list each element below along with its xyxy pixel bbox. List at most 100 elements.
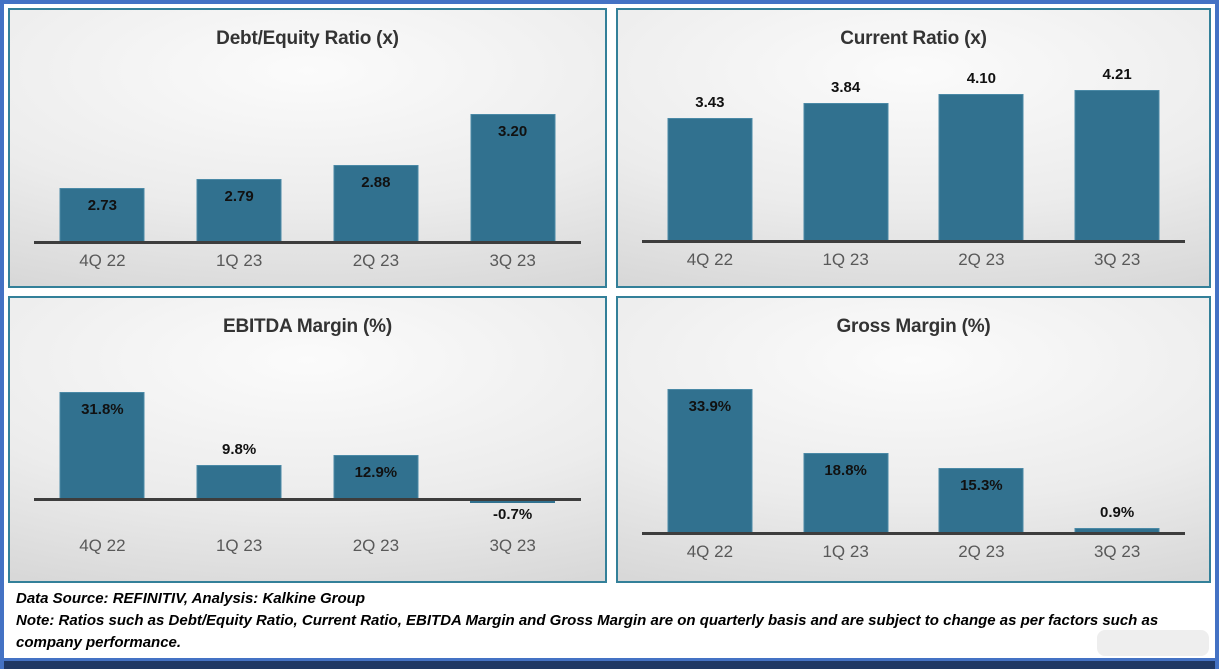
below-axis-area bbox=[642, 243, 1185, 247]
category-label: 1Q 23 bbox=[822, 250, 869, 269]
bar bbox=[938, 94, 1024, 240]
below-axis-cell bbox=[308, 244, 445, 248]
plot-area: 2.73 2.79 2.88 3.20 bbox=[34, 66, 581, 241]
bar bbox=[667, 118, 753, 240]
screenshot-artifact bbox=[1097, 630, 1209, 656]
bar bbox=[1074, 90, 1160, 240]
bar-slot: 4.21 bbox=[1049, 65, 1185, 240]
category-label: 2Q 23 bbox=[958, 250, 1005, 269]
below-axis-cell: -0.7% bbox=[444, 501, 581, 533]
below-axis-cell bbox=[34, 501, 171, 533]
value-label: 15.3% bbox=[960, 477, 1003, 494]
chart-panel-ebitda-margin: EBITDA Margin (%) 31.8% 9.8% 12.9% -0.7% 4… bbox=[8, 296, 607, 583]
bar-slot: 31.8% bbox=[34, 338, 171, 498]
category-label: 3Q 23 bbox=[489, 251, 536, 270]
value-label: 4.10 bbox=[966, 70, 996, 87]
bar-slot: 15.3% bbox=[914, 372, 1050, 532]
below-axis-cell bbox=[642, 243, 778, 247]
bar bbox=[333, 165, 419, 241]
bar bbox=[470, 114, 556, 241]
below-axis-area bbox=[34, 244, 581, 248]
bar bbox=[803, 103, 889, 240]
category-label: 3Q 23 bbox=[1093, 542, 1141, 561]
bar-slot: 0.9% bbox=[1049, 372, 1185, 532]
value-label: 9.8% bbox=[222, 441, 257, 458]
category-label: 1Q 23 bbox=[822, 542, 869, 561]
below-axis-cell bbox=[1049, 535, 1185, 539]
category-label: 4Q 22 bbox=[686, 542, 734, 561]
chart-title: EBITDA Margin (%) bbox=[222, 316, 392, 337]
charts-grid: Debt/Equity Ratio (x) 2.73 2.79 2.88 3.20 4… bbox=[4, 4, 1215, 583]
bar-slot: 12.9% bbox=[308, 338, 445, 498]
bar bbox=[196, 465, 282, 498]
bottom-accent-bar bbox=[4, 658, 1215, 669]
value-label: 0.9% bbox=[1100, 504, 1135, 521]
value-label: 2.79 bbox=[224, 188, 254, 205]
bar bbox=[667, 389, 753, 532]
chart-title: Current Ratio (x) bbox=[840, 28, 987, 49]
bar bbox=[59, 188, 145, 241]
below-axis-cell bbox=[778, 243, 914, 247]
category-label: 4Q 22 bbox=[79, 536, 126, 555]
bar bbox=[196, 179, 282, 241]
category-label: 3Q 23 bbox=[489, 536, 536, 555]
category-label: 4Q 22 bbox=[79, 251, 126, 270]
below-axis-cell bbox=[171, 501, 308, 533]
negative-bar bbox=[470, 501, 556, 503]
below-axis-cell bbox=[1049, 243, 1185, 247]
below-axis-area: -0.7% bbox=[34, 501, 581, 533]
value-label: 3.84 bbox=[831, 79, 861, 96]
bar bbox=[803, 453, 889, 532]
bar-slot: 3.84 bbox=[778, 65, 914, 240]
bar-slot: 18.8% bbox=[778, 372, 914, 532]
plot-area: 3.43 3.84 4.10 4.21 bbox=[642, 65, 1185, 240]
value-label: 4.21 bbox=[1102, 66, 1132, 83]
plot-area: 31.8% 9.8% 12.9% bbox=[34, 338, 581, 498]
below-axis-area bbox=[642, 535, 1185, 539]
bar-slot: 4.10 bbox=[914, 65, 1050, 240]
category-label: 2Q 23 bbox=[352, 536, 400, 555]
bar-slot: 3.43 bbox=[642, 65, 778, 240]
category-label: 1Q 23 bbox=[215, 251, 263, 270]
x-axis-line bbox=[34, 241, 581, 244]
below-axis-cell bbox=[642, 535, 778, 539]
value-label: 33.9% bbox=[688, 398, 732, 415]
bar-slot: 3.20 bbox=[444, 66, 581, 241]
disclaimer-note: Note: Ratios such as Debt/Equity Ratio, … bbox=[16, 612, 1159, 651]
chart-title: Debt/Equity Ratio (x) bbox=[216, 28, 399, 49]
bar-slot: 2.88 bbox=[308, 66, 445, 241]
category-axis: 4Q 22 1Q 23 2Q 23 3Q 23 bbox=[34, 536, 581, 556]
category-label: 4Q 22 bbox=[686, 250, 734, 269]
value-label: 3.20 bbox=[498, 123, 528, 140]
category-label: 2Q 23 bbox=[352, 251, 400, 270]
data-source-note: Data Source: REFINITIV, Analysis: Kalkin… bbox=[16, 590, 365, 607]
bar bbox=[1074, 528, 1160, 532]
category-axis: 4Q 22 1Q 23 2Q 23 3Q 23 bbox=[642, 250, 1185, 270]
footer-notes: Data Source: REFINITIV, Analysis: Kalkin… bbox=[4, 583, 1215, 658]
value-label: 2.88 bbox=[361, 174, 391, 191]
category-axis: 4Q 22 1Q 23 2Q 23 3Q 23 bbox=[642, 542, 1185, 562]
category-axis: 4Q 22 1Q 23 2Q 23 3Q 23 bbox=[34, 251, 581, 271]
value-label: 31.8% bbox=[81, 401, 124, 418]
below-axis-cell bbox=[444, 244, 581, 248]
below-axis-cell bbox=[171, 244, 308, 248]
plot-area: 33.9% 18.8% 15.3% 0.9% bbox=[642, 372, 1185, 532]
below-axis-cell bbox=[778, 535, 914, 539]
chart-title: Gross Margin (%) bbox=[836, 316, 991, 337]
bar bbox=[938, 468, 1024, 532]
below-axis-cell bbox=[914, 535, 1050, 539]
category-label: 1Q 23 bbox=[215, 536, 263, 555]
bar-slot: 33.9% bbox=[642, 372, 778, 532]
chart-panel-debt-equity-ratio: Debt/Equity Ratio (x) 2.73 2.79 2.88 3.20 4… bbox=[8, 8, 607, 288]
category-label: 2Q 23 bbox=[958, 542, 1005, 561]
below-axis-cell bbox=[914, 243, 1050, 247]
bar bbox=[59, 392, 145, 498]
bar-slot: 9.8% bbox=[171, 338, 308, 498]
x-axis-line bbox=[642, 532, 1185, 535]
bar bbox=[333, 455, 419, 498]
below-axis-cell bbox=[308, 501, 445, 533]
value-label: 12.9% bbox=[354, 464, 398, 481]
chart-panel-gross-margin: Gross Margin (%) 33.9% 18.8% 15.3% 0.9% 4Q … bbox=[616, 296, 1211, 583]
bar-slot bbox=[444, 338, 581, 498]
